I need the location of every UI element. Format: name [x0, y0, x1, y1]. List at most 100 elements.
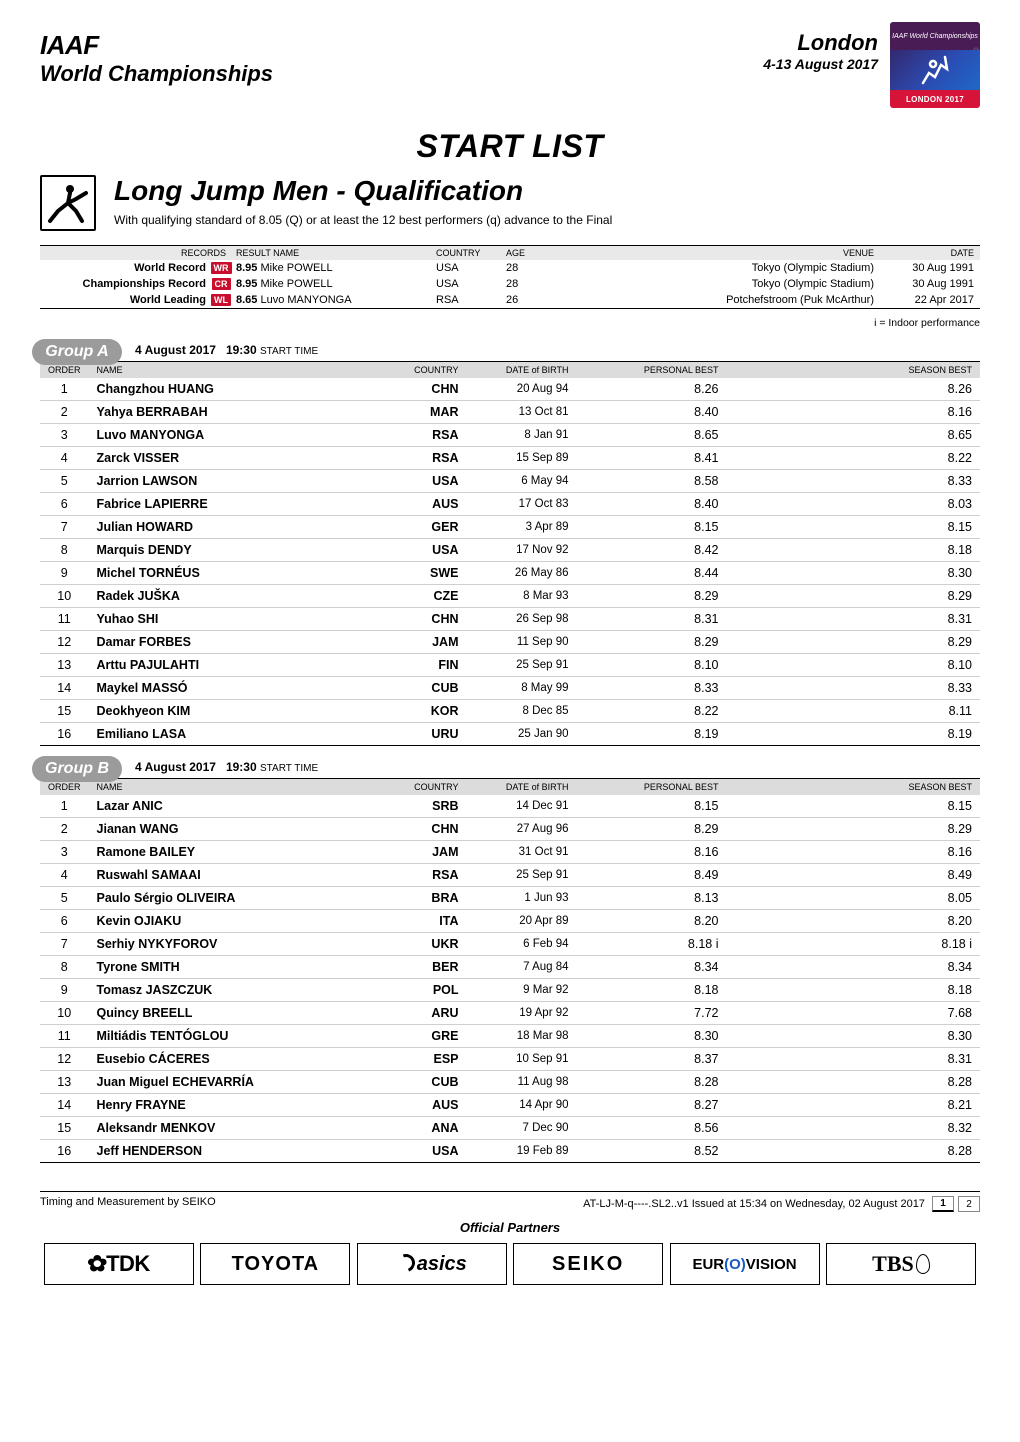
pb: 8.15	[577, 516, 727, 539]
order: 9	[40, 562, 89, 585]
country: RSA	[379, 424, 467, 447]
sb: 8.18	[727, 539, 980, 562]
order: 3	[40, 841, 89, 864]
order: 6	[40, 910, 89, 933]
sb: 8.15	[727, 516, 980, 539]
country: ANA	[379, 1117, 467, 1140]
athlete-name: Aleksandr MENKOV	[89, 1117, 379, 1140]
order: 2	[40, 401, 89, 424]
pb: 8.33	[577, 677, 727, 700]
dob: 15 Sep 89	[467, 447, 577, 470]
athlete-row: 12Eusebio CÁCERESESP10 Sep 918.378.31	[40, 1048, 980, 1071]
dob: 13 Oct 81	[467, 401, 577, 424]
dates: 4-13 August 2017	[763, 56, 878, 72]
dob: 25 Jan 90	[467, 723, 577, 746]
sb: 8.32	[727, 1117, 980, 1140]
sb: 8.49	[727, 864, 980, 887]
pb: 8.49	[577, 864, 727, 887]
athlete-row: 16Emiliano LASAURU25 Jan 908.198.19	[40, 723, 980, 746]
country: USA	[379, 1140, 467, 1163]
sb: 8.33	[727, 470, 980, 493]
athlete-row: 1Lazar ANICSRB14 Dec 918.158.15	[40, 795, 980, 818]
athlete-name: Tyrone SMITH	[89, 956, 379, 979]
athlete-row: 10Quincy BREELLARU19 Apr 927.727.68	[40, 1002, 980, 1025]
partner-asics: asics	[357, 1243, 507, 1285]
order: 12	[40, 1048, 89, 1071]
dob: 6 Feb 94	[467, 933, 577, 956]
dob: 31 Oct 91	[467, 841, 577, 864]
athlete-row: 14Maykel MASSÓCUB8 May 998.338.33	[40, 677, 980, 700]
order: 9	[40, 979, 89, 1002]
country: KOR	[379, 700, 467, 723]
athlete-name: Marquis DENDY	[89, 539, 379, 562]
order: 15	[40, 700, 89, 723]
athlete-name: Changzhou HUANG	[89, 378, 379, 401]
athlete-row: 13Arttu PAJULAHTIFIN25 Sep 918.108.10	[40, 654, 980, 677]
country: RSA	[379, 447, 467, 470]
athlete-row: 11Miltiádis TENTÓGLOUGRE18 Mar 988.308.3…	[40, 1025, 980, 1048]
partner-tbs: TBS	[826, 1243, 976, 1285]
city: London	[763, 30, 878, 56]
country: USA	[379, 470, 467, 493]
sb: 8.16	[727, 401, 980, 424]
order: 3	[40, 424, 89, 447]
country: ITA	[379, 910, 467, 933]
country: JAM	[379, 841, 467, 864]
athlete-name: Ramone BAILEY	[89, 841, 379, 864]
sb: 8.31	[727, 1048, 980, 1071]
pb: 7.72	[577, 1002, 727, 1025]
dob: 25 Sep 91	[467, 654, 577, 677]
order: 1	[40, 795, 89, 818]
athlete-name: Jianan WANG	[89, 818, 379, 841]
pb: 8.20	[577, 910, 727, 933]
order: 8	[40, 956, 89, 979]
dob: 10 Sep 91	[467, 1048, 577, 1071]
header: IAAF World Championships London 4-13 Aug…	[40, 30, 980, 120]
group-session: 4 August 2017 19:30 START TIME	[135, 756, 980, 778]
pb: 8.18 i	[577, 933, 727, 956]
order: 11	[40, 608, 89, 631]
record-row: World LeadingWL8.65 Luvo MANYONGARSA26Po…	[40, 292, 980, 308]
pb: 8.34	[577, 956, 727, 979]
athlete-name: Michel TORNÉUS	[89, 562, 379, 585]
dob: 17 Oct 83	[467, 493, 577, 516]
athlete-name: Paulo Sérgio OLIVEIRA	[89, 887, 379, 910]
record-row: World RecordWR8.95 Mike POWELLUSA28Tokyo…	[40, 260, 980, 276]
sb: 8.18 i	[727, 933, 980, 956]
pb: 8.42	[577, 539, 727, 562]
pb: 8.56	[577, 1117, 727, 1140]
athlete-row: 11Yuhao SHICHN26 Sep 988.318.31	[40, 608, 980, 631]
sb: 8.21	[727, 1094, 980, 1117]
sb: 8.10	[727, 654, 980, 677]
dob: 9 Mar 92	[467, 979, 577, 1002]
order: 14	[40, 1094, 89, 1117]
athlete-row: 7Julian HOWARDGER3 Apr 898.158.15	[40, 516, 980, 539]
group-block: Group B4 August 2017 19:30 START TIMEORD…	[40, 756, 980, 1163]
athlete-name: Lazar ANIC	[89, 795, 379, 818]
event-row: Long Jump Men - Qualification With quali…	[40, 175, 980, 231]
athlete-row: 10Radek JUŠKACZE8 Mar 938.298.29	[40, 585, 980, 608]
athlete-name: Zarck VISSER	[89, 447, 379, 470]
group-session: 4 August 2017 19:30 START TIME	[135, 339, 980, 361]
indoor-note: i = Indoor performance	[40, 317, 980, 329]
dob: 26 May 86	[467, 562, 577, 585]
order: 5	[40, 470, 89, 493]
sb: 8.05	[727, 887, 980, 910]
country: GRE	[379, 1025, 467, 1048]
order: 8	[40, 539, 89, 562]
pb: 8.40	[577, 493, 727, 516]
athlete-row: 15Aleksandr MENKOVANA7 Dec 908.568.32	[40, 1117, 980, 1140]
section-title: START LIST	[40, 128, 980, 165]
country: JAM	[379, 631, 467, 654]
athlete-row: 4Zarck VISSERRSA15 Sep 898.418.22	[40, 447, 980, 470]
athlete-name: Julian HOWARD	[89, 516, 379, 539]
country: ESP	[379, 1048, 467, 1071]
sb: 8.19	[727, 723, 980, 746]
dob: 8 Dec 85	[467, 700, 577, 723]
record-tag: CR	[212, 278, 231, 290]
order: 13	[40, 654, 89, 677]
pb: 8.29	[577, 631, 727, 654]
pb: 8.58	[577, 470, 727, 493]
country: CUB	[379, 1071, 467, 1094]
pb: 8.65	[577, 424, 727, 447]
